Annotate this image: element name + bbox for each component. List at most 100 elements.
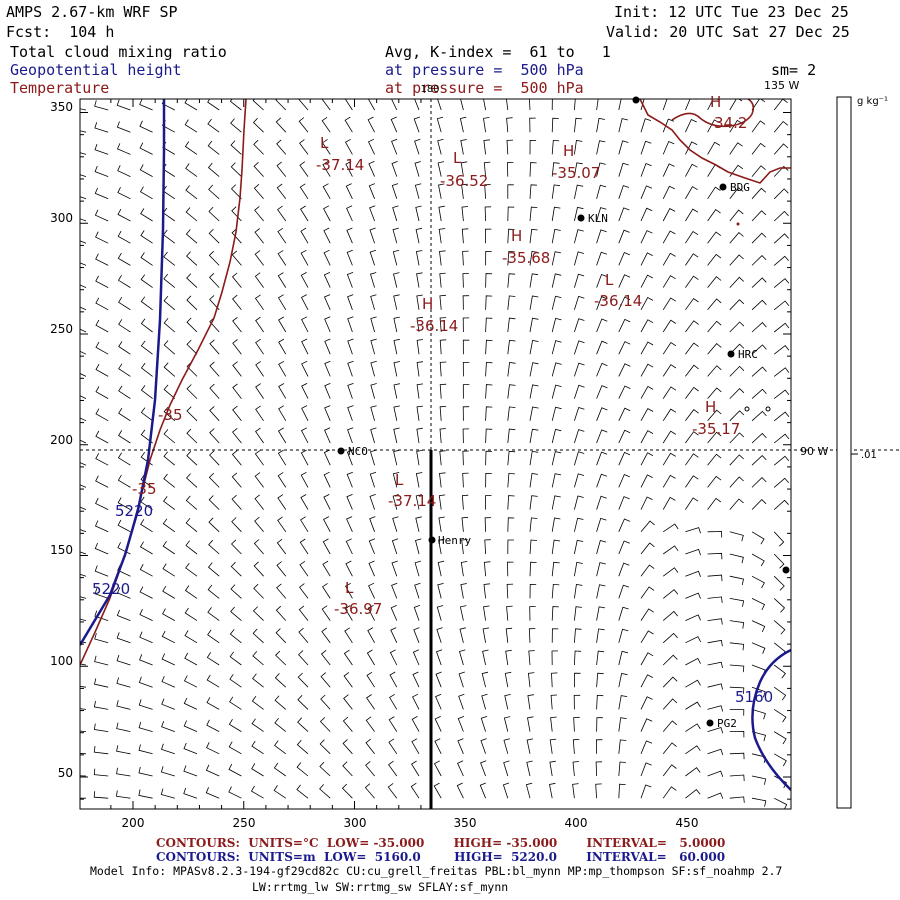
- wind-barb: [118, 407, 131, 422]
- wind-barb: [277, 227, 287, 244]
- wind-barb: [529, 184, 537, 199]
- contour-label: 5160: [735, 688, 773, 706]
- wind-barb: [640, 520, 655, 533]
- wind-barb: [185, 495, 198, 510]
- wind-barb: [662, 408, 677, 422]
- wind-barb: [163, 318, 176, 333]
- wind-barb: [298, 99, 309, 111]
- wind-barb: [367, 138, 375, 155]
- wind-barb: [208, 517, 220, 533]
- wind-barb: [505, 627, 513, 643]
- wind-barb: [596, 99, 599, 111]
- wind-barb: [368, 582, 375, 599]
- wind-barb: [435, 671, 442, 688]
- wind-barb: [773, 709, 787, 723]
- wind-barb: [255, 361, 264, 377]
- wind-barb: [414, 99, 420, 111]
- wind-barb: [117, 274, 131, 288]
- station-dot: [337, 447, 345, 455]
- wind-barb: [773, 433, 790, 444]
- wind-barb: [252, 117, 264, 133]
- wind-barb: [507, 406, 516, 421]
- station-dot: [632, 96, 640, 104]
- wind-barb: [184, 607, 198, 621]
- wind-barb: [707, 552, 723, 560]
- wind-barb: [323, 494, 331, 510]
- wind-barb: [232, 405, 242, 422]
- wind-barb: [297, 717, 309, 732]
- wind-barb: [80, 174, 87, 177]
- wind-barb: [252, 628, 264, 644]
- wind-barb: [618, 673, 628, 688]
- wind-barb: [95, 275, 109, 288]
- wind-barb: [640, 185, 653, 199]
- wind-barb: [707, 119, 720, 133]
- wind-barb: [80, 573, 87, 577]
- wind-barb: [94, 122, 109, 133]
- wind-barb: [94, 143, 109, 155]
- wind-barb: [367, 116, 375, 133]
- wind-barb: [163, 340, 176, 355]
- wind-barb: [390, 627, 398, 643]
- wind-barb: [393, 294, 400, 310]
- wind-barb: [462, 384, 470, 399]
- temperature-value: -37.14: [388, 492, 436, 510]
- wind-barb: [116, 654, 131, 666]
- pressure-center-high: H: [511, 227, 522, 245]
- x-tick-label: 450: [676, 816, 699, 830]
- wind-barb: [618, 496, 630, 510]
- wind-barb: [640, 162, 652, 177]
- wind-barb: [662, 252, 676, 266]
- wind-barb: [299, 161, 309, 177]
- wind-barb: [94, 610, 109, 621]
- wind-barb: [391, 560, 398, 577]
- wind-barb: [254, 449, 264, 466]
- wind-barb: [163, 451, 176, 466]
- wind-barb: [369, 516, 376, 532]
- wind-barb: [416, 383, 424, 399]
- wind-barb: [80, 328, 87, 333]
- wind-barb: [186, 251, 198, 266]
- wind-barb: [140, 230, 153, 244]
- wind-barb: [707, 276, 722, 288]
- wind-barb: [411, 738, 420, 755]
- wind-barb: [707, 141, 721, 155]
- wind-barb: [483, 161, 491, 177]
- wind-barb: [529, 162, 537, 177]
- wind-barb: [551, 473, 562, 488]
- wind-barb: [618, 341, 631, 355]
- wind-barb: [80, 596, 87, 599]
- wind-barb: [640, 230, 653, 244]
- wind-barb: [751, 322, 767, 333]
- wind-barb: [460, 161, 468, 177]
- wind-barb: [347, 427, 354, 444]
- wind-barb: [551, 162, 560, 177]
- height-contour-5220: [80, 99, 166, 646]
- wind-barb: [729, 454, 744, 466]
- wind-barb: [707, 726, 724, 734]
- wind-barb: [369, 205, 376, 222]
- wind-barb: [662, 297, 677, 311]
- wind-barb: [252, 99, 264, 111]
- wind-barb: [773, 210, 789, 222]
- wind-barb: [301, 316, 309, 333]
- wind-barb: [457, 738, 464, 754]
- wind-barb: [662, 341, 677, 355]
- wind-barb: [411, 716, 420, 732]
- wind-barb: [481, 693, 488, 710]
- wind-barb: [183, 675, 198, 688]
- contour-label: 5220: [92, 580, 130, 598]
- wind-barb: [507, 384, 516, 399]
- wind-barb: [529, 384, 539, 399]
- wind-barb: [456, 782, 464, 799]
- wind-barb: [439, 250, 446, 266]
- wind-barb: [507, 362, 516, 377]
- wind-barb: [685, 527, 701, 534]
- wind-barb: [324, 405, 331, 421]
- wind-barb: [80, 240, 87, 244]
- wind-barb: [389, 693, 398, 710]
- wind-barb: [707, 409, 722, 422]
- wind-barb: [162, 608, 175, 621]
- wind-barb: [209, 295, 220, 311]
- wind-barb: [95, 497, 109, 510]
